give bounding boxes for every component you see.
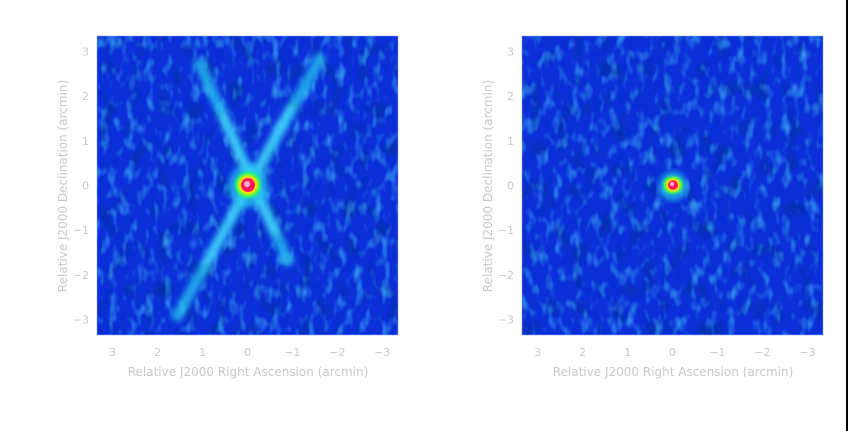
left-panel: 3 2 1 0 −1 −2 −3 3 2 1 0 −1 −2 −3 Relative J2000 Rig… xyxy=(56,35,399,379)
y-tick-label: 2 xyxy=(82,90,89,103)
right-y-tick-labels: 3 2 1 0 −1 −2 −3 xyxy=(498,46,514,327)
right-x-tick-labels: 3 2 1 0 −1 −2 −3 xyxy=(534,346,815,359)
right-panel: 3 2 1 0 −1 −2 −3 3 2 1 0 −1 −2 −3 Relative J2000 Rig… xyxy=(481,35,824,379)
x-tick-label: −2 xyxy=(329,346,345,359)
y-tick-label: −3 xyxy=(73,313,89,326)
x-tick-label: −1 xyxy=(709,346,725,359)
y-tick-label: −3 xyxy=(498,313,514,326)
y-tick-label: 1 xyxy=(507,135,514,148)
right-y-axis-label: Relative J2000 Declination (arcmin) xyxy=(481,80,495,292)
x-tick-label: −1 xyxy=(284,346,300,359)
x-tick-label: 3 xyxy=(534,346,541,359)
x-tick-label: −2 xyxy=(754,346,770,359)
y-tick-label: 0 xyxy=(82,180,89,193)
left-x-axis-label: Relative J2000 Right Ascension (arcmin) xyxy=(128,365,369,379)
y-tick-label: 3 xyxy=(507,46,514,59)
left-frame xyxy=(96,35,399,336)
x-tick-label: 1 xyxy=(199,346,206,359)
y-tick-label: −1 xyxy=(498,224,514,237)
window-right-edge xyxy=(846,0,848,431)
x-tick-label: −3 xyxy=(374,346,390,359)
y-tick-label: 2 xyxy=(507,90,514,103)
x-tick-label: 1 xyxy=(624,346,631,359)
left-source xyxy=(228,164,268,208)
y-tick-label: 3 xyxy=(82,46,89,59)
x-tick-label: 2 xyxy=(154,346,161,359)
right-x-axis-label: Relative J2000 Right Ascension (arcmin) xyxy=(553,365,794,379)
x-tick-label: 3 xyxy=(109,346,116,359)
y-tick-label: −1 xyxy=(73,224,89,237)
y-tick-label: −2 xyxy=(73,269,89,282)
left-x-tick-labels: 3 2 1 0 −1 −2 −3 xyxy=(109,346,390,359)
left-image xyxy=(97,36,398,335)
y-tick-label: 1 xyxy=(82,135,89,148)
y-tick-label: 0 xyxy=(507,180,514,193)
right-image xyxy=(522,36,823,335)
right-frame xyxy=(521,35,824,336)
left-y-tick-labels: 3 2 1 0 −1 −2 −3 xyxy=(73,46,89,327)
y-tick-label: −2 xyxy=(498,269,514,282)
x-tick-label: 0 xyxy=(669,346,676,359)
right-source xyxy=(659,171,687,201)
x-tick-label: 0 xyxy=(244,346,251,359)
x-tick-label: −3 xyxy=(799,346,815,359)
left-y-axis-label: Relative J2000 Declination (arcmin) xyxy=(56,80,70,292)
x-tick-label: 2 xyxy=(579,346,586,359)
